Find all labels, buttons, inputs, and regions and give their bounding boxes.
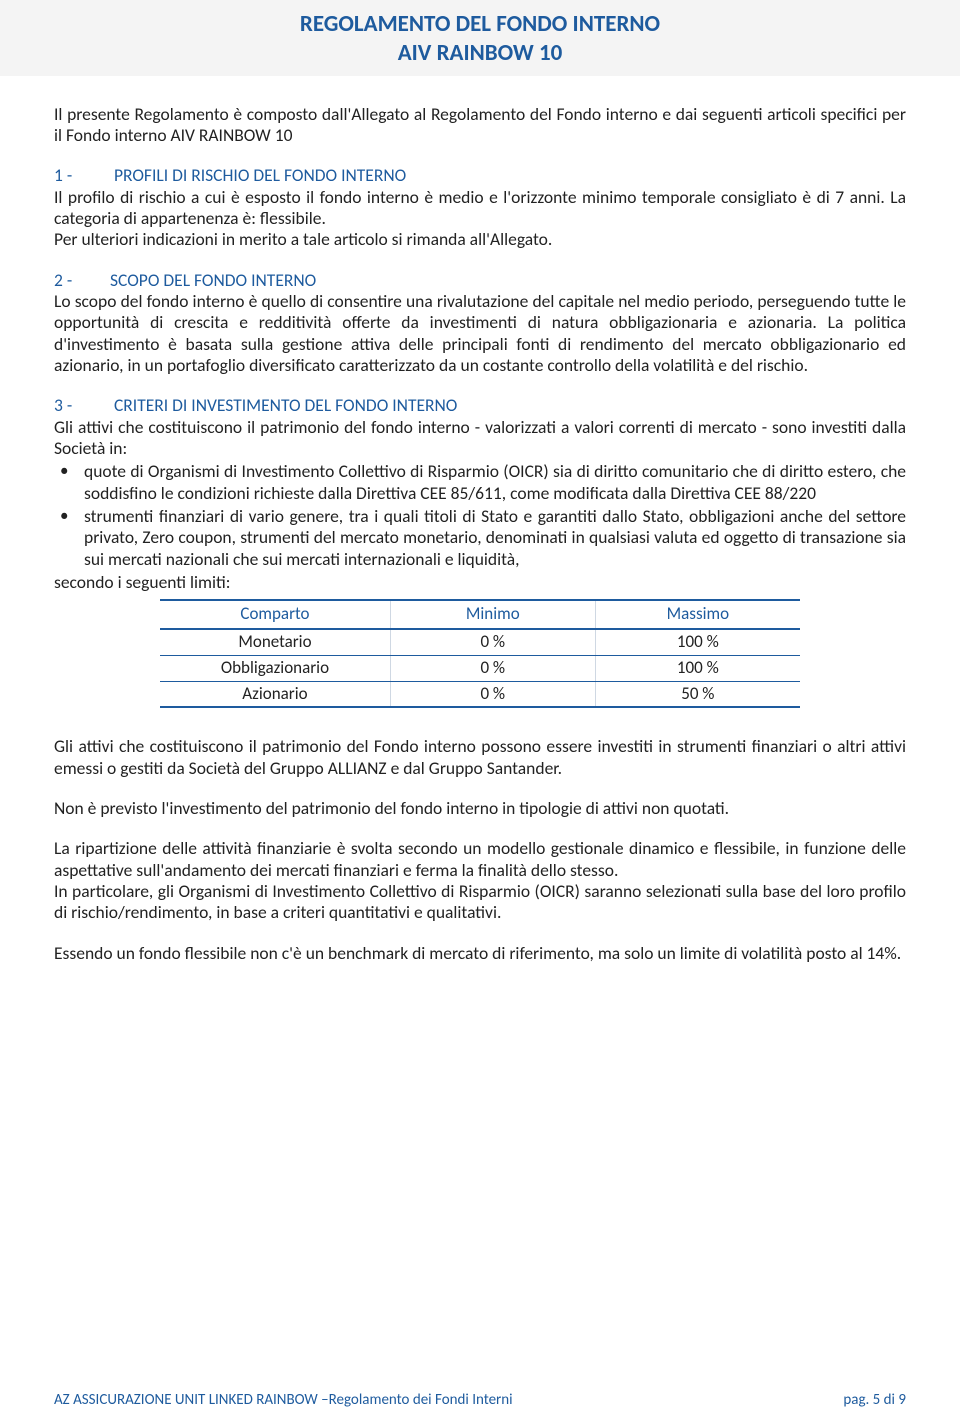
cell: Azionario [160, 681, 390, 707]
section-3-lead: Gli attivi che costituiscono il patrimon… [54, 417, 906, 460]
col-comparto: Comparto [160, 600, 390, 629]
section-1: 1 - PROFILI DI RISCHIO DEL FONDO INTERNO… [54, 165, 906, 250]
cell: 100 % [595, 629, 800, 655]
col-minimo: Minimo [390, 600, 595, 629]
cell: 0 % [390, 655, 595, 681]
after-p5: Essendo un fondo flessibile non c'è un b… [54, 943, 906, 964]
table-row: Azionario 0 % 50 % [160, 681, 800, 707]
after-p3: La ripartizione delle attività finanziar… [54, 838, 906, 881]
cell: 50 % [595, 681, 800, 707]
doc-title-line2: AIV RAINBOW 10 [0, 39, 960, 68]
section-2: 2 -SCOPO DEL FONDO INTERNOLo scopo del f… [54, 270, 906, 377]
footer-left: AZ ASSICURAZIONE UNIT LINKED RAINBOW –Re… [54, 1391, 513, 1409]
section-3-trail: secondo i seguenti limiti: [54, 572, 906, 593]
after-p1: Gli attivi che costituiscono il patrimon… [54, 736, 906, 779]
section-1-heading: 1 - PROFILI DI RISCHIO DEL FONDO INTERNO [54, 165, 906, 186]
page: REGOLAMENTO DEL FONDO INTERNO AIV RAINBO… [0, 0, 960, 1427]
section-3-bullets: quote di Organismi di Investimento Colle… [54, 461, 906, 570]
section-2-title: SCOPO DEL FONDO INTERNO [110, 269, 316, 291]
col-massimo: Massimo [595, 600, 800, 629]
cell: 0 % [390, 681, 595, 707]
intro-paragraph: Il presente Regolamento è composto dall'… [54, 104, 906, 147]
footer: AZ ASSICURAZIONE UNIT LINKED RAINBOW –Re… [54, 1391, 906, 1409]
limits-table: Comparto Minimo Massimo Monetario 0 % 10… [160, 599, 800, 708]
header-band: REGOLAMENTO DEL FONDO INTERNO AIV RAINBO… [0, 0, 960, 76]
cell: Monetario [160, 629, 390, 655]
section-1-num: 1 - [54, 165, 110, 186]
cell: 100 % [595, 655, 800, 681]
list-item: quote di Organismi di Investimento Colle… [54, 461, 906, 504]
doc-title-line1: REGOLAMENTO DEL FONDO INTERNO [0, 10, 960, 39]
list-item: strumenti finanziari di vario genere, tr… [54, 506, 906, 570]
table-row: Obbligazionario 0 % 100 % [160, 655, 800, 681]
section-2-body: Lo scopo del fondo interno è quello di c… [54, 290, 906, 376]
cell: Obbligazionario [160, 655, 390, 681]
section-1-p2: Per ulteriori indicazioni in merito a ta… [54, 229, 906, 250]
content: Il presente Regolamento è composto dall'… [0, 76, 960, 965]
section-3-title: CRITERI DI INVESTIMENTO DEL FONDO INTERN… [114, 394, 457, 416]
after-p2: Non è previsto l'investimento del patrim… [54, 798, 906, 819]
table-header-row: Comparto Minimo Massimo [160, 600, 800, 629]
section-3-num: 3 - [54, 395, 110, 416]
after-p4: In particolare, gli Organismi di Investi… [54, 881, 906, 924]
section-3-heading: 3 - CRITERI DI INVESTIMENTO DEL FONDO IN… [54, 395, 906, 416]
cell: 0 % [390, 629, 595, 655]
section-1-title: PROFILI DI RISCHIO DEL FONDO INTERNO [114, 164, 406, 186]
table-row: Monetario 0 % 100 % [160, 629, 800, 655]
section-3: 3 - CRITERI DI INVESTIMENTO DEL FONDO IN… [54, 395, 906, 459]
section-2-num: 2 - [54, 270, 110, 291]
section-1-p1: Il profilo di rischio a cui è esposto il… [54, 187, 906, 230]
after-p3-4: La ripartizione delle attività finanziar… [54, 838, 906, 923]
limits-table-wrap: Comparto Minimo Massimo Monetario 0 % 10… [54, 599, 906, 708]
footer-right: pag. 5 di 9 [843, 1391, 906, 1409]
